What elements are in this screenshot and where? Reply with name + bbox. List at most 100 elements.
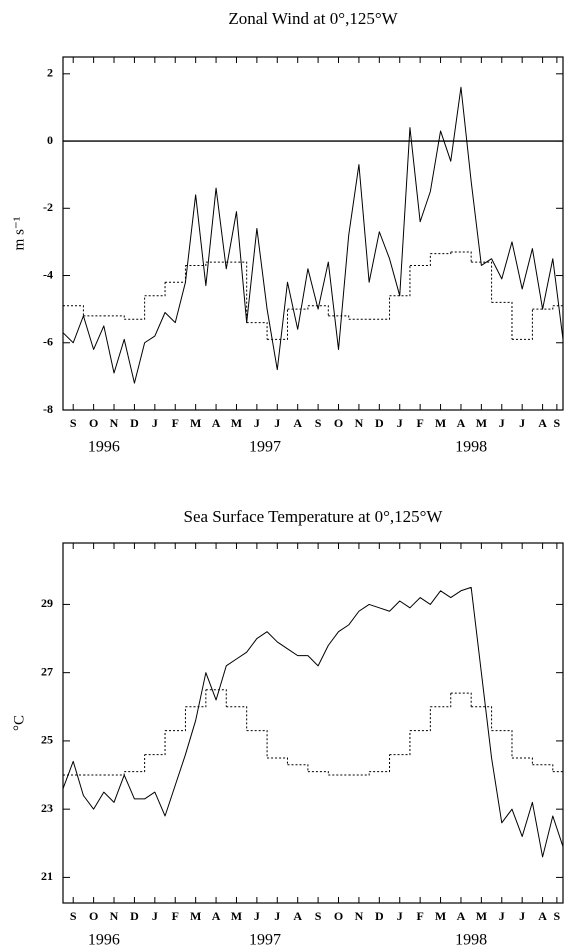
climatology-step xyxy=(532,305,554,310)
x-tick-label: J xyxy=(397,909,403,923)
climatology-step xyxy=(389,730,411,756)
y-axis-label: m s⁻¹ xyxy=(11,217,27,251)
x-tick-label: D xyxy=(375,909,384,923)
y-tick-label: 0 xyxy=(47,133,53,147)
year-label: 1998 xyxy=(455,439,487,456)
x-tick-label: J xyxy=(274,416,280,430)
climatology-step xyxy=(103,315,125,320)
climatology-step xyxy=(511,309,533,340)
climatology-step xyxy=(307,771,329,776)
data-line xyxy=(62,586,564,858)
x-tick-label: O xyxy=(334,909,343,923)
chart-title: Zonal Wind at 0°,125°W xyxy=(228,9,398,28)
year-label: 1996 xyxy=(88,932,120,949)
year-label: 1997 xyxy=(249,439,281,456)
climatology-step xyxy=(63,305,84,316)
climatology-step xyxy=(144,730,166,756)
x-tick-label: A xyxy=(538,909,547,923)
climatology-step xyxy=(348,771,370,776)
x-tick-label: M xyxy=(190,416,201,430)
x-tick-label: J xyxy=(519,909,525,923)
climatology-step xyxy=(369,295,391,320)
x-tick-label: M xyxy=(435,909,446,923)
plot-frame xyxy=(62,542,564,904)
climatology-step xyxy=(430,251,452,255)
y-tick-label: 27 xyxy=(41,664,53,678)
climatology-step xyxy=(532,764,554,772)
climatology-step xyxy=(471,261,493,303)
climatology-step xyxy=(246,322,268,340)
x-tick-label: S xyxy=(554,909,561,923)
climatology-step xyxy=(491,301,513,340)
x-tick-label: J xyxy=(519,416,525,430)
climatology-step xyxy=(450,251,472,263)
x-tick-label: M xyxy=(476,909,487,923)
x-tick-label: A xyxy=(538,416,547,430)
plot-frame xyxy=(62,56,564,411)
x-tick-label: J xyxy=(274,909,280,923)
x-tick-label: O xyxy=(334,416,343,430)
climatology-step xyxy=(124,754,146,773)
chart-title: Sea Surface Temperature at 0°,125°W xyxy=(184,507,444,526)
climatology-step xyxy=(389,265,411,297)
y-tick-label: 25 xyxy=(41,733,53,747)
climatology-step xyxy=(246,730,268,758)
climatology-step xyxy=(267,757,288,765)
climatology-step xyxy=(267,309,288,340)
x-tick-label: J xyxy=(499,416,505,430)
climatology-step xyxy=(287,764,309,772)
y-tick-label: -6 xyxy=(43,335,53,349)
x-tick-label: S xyxy=(315,909,322,923)
x-tick-label: M xyxy=(231,416,242,430)
x-tick-label: A xyxy=(212,909,221,923)
x-tick-label: N xyxy=(110,416,119,430)
x-tick-label: O xyxy=(89,416,98,430)
y-tick-label: 21 xyxy=(41,869,53,883)
climatology-step xyxy=(328,315,350,320)
climatology-step xyxy=(205,689,227,707)
x-tick-label: D xyxy=(375,416,384,430)
y-tick-label: 2 xyxy=(47,66,53,80)
climatology-step xyxy=(491,730,513,758)
climatology-step xyxy=(430,693,452,708)
x-tick-label: J xyxy=(397,416,403,430)
x-tick-label: F xyxy=(172,909,179,923)
x-tick-label: A xyxy=(457,416,466,430)
climatology-step xyxy=(226,261,248,323)
x-tick-label: S xyxy=(554,416,561,430)
climatology-step xyxy=(144,282,166,297)
data-line xyxy=(62,86,564,384)
climatology-step xyxy=(307,305,329,316)
y-tick-label: 23 xyxy=(41,801,53,815)
climatology-step xyxy=(409,253,431,266)
y-tick-label: -2 xyxy=(43,200,53,214)
x-tick-label: A xyxy=(457,909,466,923)
x-tick-label: S xyxy=(70,909,77,923)
climatology-step xyxy=(124,295,146,320)
climatology-step xyxy=(165,265,186,283)
climatology-step xyxy=(103,771,125,776)
x-tick-label: J xyxy=(499,909,505,923)
x-tick-label: A xyxy=(293,909,302,923)
year-label: 1998 xyxy=(455,932,487,949)
x-tick-label: J xyxy=(152,416,158,430)
climatology-step xyxy=(287,305,309,310)
x-tick-label: A xyxy=(293,416,302,430)
climatology-step xyxy=(511,757,533,765)
x-tick-label: F xyxy=(172,416,179,430)
x-tick-label: M xyxy=(476,416,487,430)
x-tick-label: F xyxy=(416,909,423,923)
x-tick-label: D xyxy=(130,416,139,430)
climatology-step xyxy=(185,262,207,266)
x-tick-label: S xyxy=(70,416,77,430)
x-tick-label: J xyxy=(152,909,158,923)
x-tick-label: M xyxy=(435,416,446,430)
y-tick-label: 29 xyxy=(41,596,53,610)
x-tick-label: A xyxy=(212,416,221,430)
year-label: 1997 xyxy=(249,932,281,949)
x-tick-label: N xyxy=(355,909,364,923)
x-tick-label: N xyxy=(355,416,364,430)
climatology-step xyxy=(471,706,493,731)
x-tick-label: F xyxy=(416,416,423,430)
